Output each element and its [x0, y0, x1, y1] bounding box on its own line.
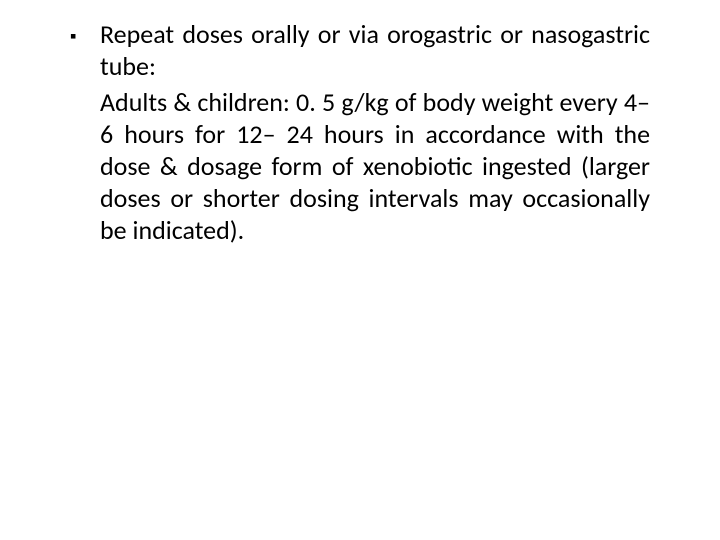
bullet-item: ▪ Repeat doses orally or via orogastric … [70, 18, 650, 82]
sub-paragraph: Adults & children: 0. 5 g/kg of body wei… [100, 86, 650, 246]
bullet-marker: ▪ [70, 18, 100, 52]
bullet-text: Repeat doses orally or via orogastric or… [100, 18, 650, 82]
slide-content: ▪ Repeat doses orally or via orogastric … [0, 0, 720, 540]
